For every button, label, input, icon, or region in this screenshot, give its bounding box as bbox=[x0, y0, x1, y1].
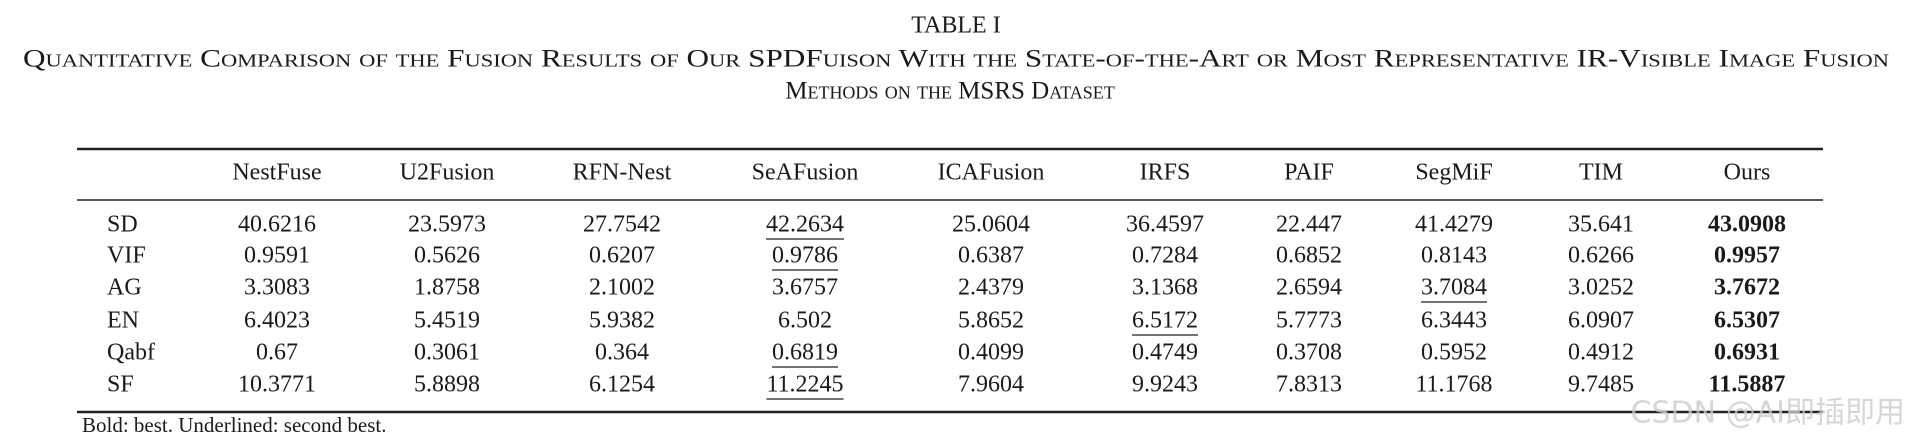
column-header: RFN-Nest bbox=[573, 160, 672, 186]
table-cell: 5.7773 bbox=[1276, 308, 1342, 334]
table-cell: 0.8143 bbox=[1421, 243, 1487, 269]
table-cell: 0.5626 bbox=[414, 243, 480, 269]
watermark: CSDN @AI即插即用 bbox=[1631, 396, 1905, 431]
table-cell: 5.4519 bbox=[414, 308, 480, 334]
table-cell: 22.447 bbox=[1276, 212, 1342, 238]
caption-line: Methods on the MSRS Dataset bbox=[785, 78, 1115, 105]
table-cell: 0.4099 bbox=[958, 340, 1024, 366]
table-cell: 3.7084 bbox=[1421, 275, 1487, 301]
table-cell: 6.3443 bbox=[1421, 308, 1487, 334]
table-cell: 2.1002 bbox=[589, 275, 655, 301]
table-cell: 0.4912 bbox=[1568, 340, 1634, 366]
table-cell: 40.6216 bbox=[238, 212, 316, 238]
column-header: ICAFusion bbox=[938, 160, 1045, 186]
column-header: U2Fusion bbox=[400, 160, 495, 186]
column-header: SeAFusion bbox=[752, 160, 859, 186]
table-cell: 0.6266 bbox=[1568, 243, 1634, 269]
column-header: NestFuse bbox=[232, 160, 321, 186]
table-cell: 3.7672 bbox=[1714, 275, 1780, 301]
row-label: EN bbox=[107, 308, 139, 334]
row-label: AG bbox=[107, 275, 142, 301]
column-header: IRFS bbox=[1140, 160, 1191, 186]
caption-line: Quantitative Comparison of the Fusion Re… bbox=[23, 46, 1889, 73]
table-cell: 0.9591 bbox=[244, 243, 310, 269]
table-cell: 0.67 bbox=[256, 340, 298, 366]
table-cell: 0.3061 bbox=[414, 340, 480, 366]
table-cell: 3.6757 bbox=[772, 275, 838, 301]
table-cell: 0.6819 bbox=[772, 340, 838, 366]
row-label: Qabf bbox=[107, 340, 155, 366]
table-cell: 0.6931 bbox=[1714, 340, 1780, 366]
table-cell: 11.1768 bbox=[1415, 372, 1492, 398]
table-cell: 6.5307 bbox=[1714, 308, 1780, 334]
table-cell: 0.364 bbox=[595, 340, 649, 366]
column-header: Ours bbox=[1724, 160, 1771, 186]
table-cell: 6.1254 bbox=[589, 372, 655, 398]
table-cell: 3.1368 bbox=[1132, 275, 1198, 301]
table-cell: 6.502 bbox=[778, 308, 832, 334]
table-cell: 25.0604 bbox=[952, 212, 1030, 238]
table-cell: 0.6852 bbox=[1276, 243, 1342, 269]
table-cell: 2.6594 bbox=[1276, 275, 1342, 301]
table-cell: 5.8898 bbox=[414, 372, 480, 398]
table-cell: 27.7542 bbox=[583, 212, 661, 238]
table-cell: 0.6207 bbox=[589, 243, 655, 269]
table-cell: 11.5887 bbox=[1709, 372, 1786, 398]
table-cell: 0.7284 bbox=[1132, 243, 1198, 269]
row-label: SF bbox=[107, 372, 134, 398]
table-cell: 9.7485 bbox=[1568, 372, 1634, 398]
table-cell: 0.3708 bbox=[1276, 340, 1342, 366]
row-label: SD bbox=[107, 212, 138, 238]
table-cell: 23.5973 bbox=[408, 212, 486, 238]
table-cell: 2.4379 bbox=[958, 275, 1024, 301]
table-cell: 3.0252 bbox=[1568, 275, 1634, 301]
column-header: SegMiF bbox=[1415, 160, 1492, 186]
table-title: TABLE I bbox=[911, 13, 1000, 39]
table-note: Bold: best. Underlined: second best. bbox=[82, 413, 386, 437]
table-cell: 6.4023 bbox=[244, 308, 310, 334]
table-cell: 0.9786 bbox=[772, 243, 838, 269]
table-cell: 7.8313 bbox=[1276, 372, 1342, 398]
table-cell: 5.8652 bbox=[958, 308, 1024, 334]
table-cell: 6.0907 bbox=[1568, 308, 1634, 334]
table-cell: 0.4749 bbox=[1132, 340, 1198, 366]
table-cell: 0.6387 bbox=[958, 243, 1024, 269]
table-cell: 42.2634 bbox=[766, 212, 844, 238]
table-cell: 11.2245 bbox=[766, 372, 843, 398]
table-cell: 41.4279 bbox=[1415, 212, 1493, 238]
row-label: VIF bbox=[107, 243, 146, 269]
table-cell: 3.3083 bbox=[244, 275, 310, 301]
table-cell: 1.8758 bbox=[414, 275, 480, 301]
table-cell: 10.3771 bbox=[238, 372, 316, 398]
column-header: TIM bbox=[1579, 160, 1623, 186]
column-header: PAIF bbox=[1284, 160, 1334, 186]
table-cell: 6.5172 bbox=[1132, 308, 1198, 334]
table-cell: 0.5952 bbox=[1421, 340, 1487, 366]
table-cell: 0.9957 bbox=[1714, 243, 1780, 269]
table-cell: 5.9382 bbox=[589, 308, 655, 334]
table-cell: 35.641 bbox=[1568, 212, 1634, 238]
table-cell: 36.4597 bbox=[1126, 212, 1204, 238]
table-cell: 7.9604 bbox=[958, 372, 1024, 398]
table-cell: 9.9243 bbox=[1132, 372, 1198, 398]
table-cell: 43.0908 bbox=[1708, 212, 1786, 238]
